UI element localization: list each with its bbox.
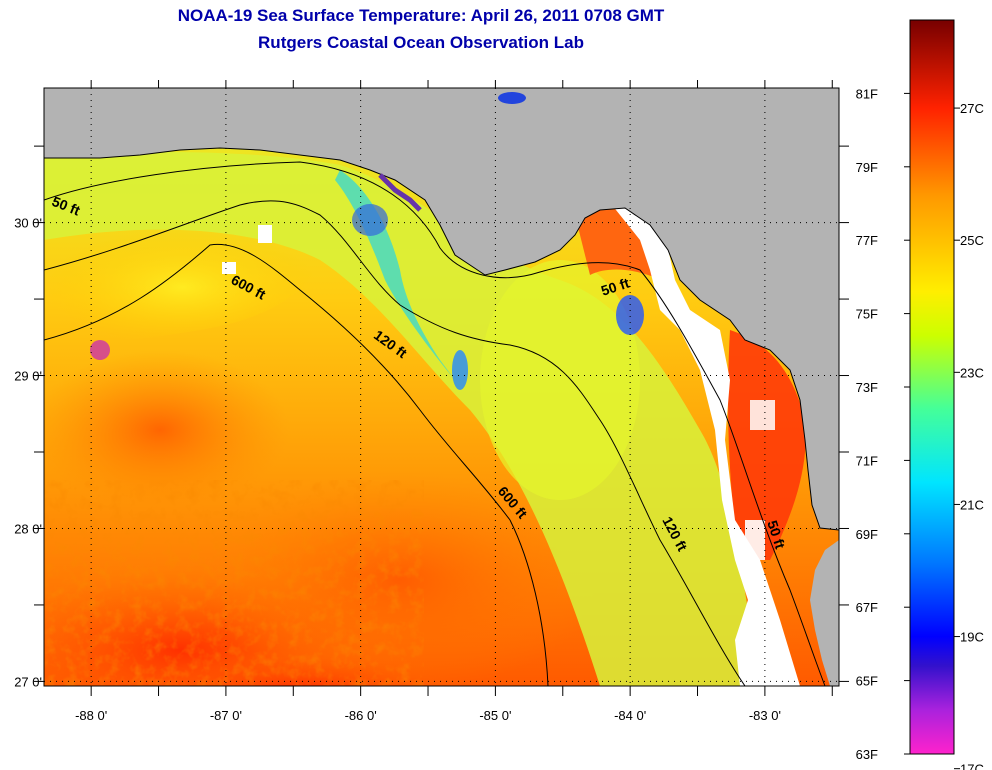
land-peninsula	[810, 540, 839, 686]
title-main: NOAA-19 Sea Surface Temperature: April 2…	[177, 6, 665, 25]
shelf-waters	[44, 152, 760, 686]
map-field	[44, 88, 839, 686]
cool-spot-1	[452, 350, 468, 390]
map-frame	[43, 87, 840, 687]
lon-tick-label-3: -85 0'	[479, 708, 511, 723]
speckle-noise	[44, 480, 424, 686]
cool-spot-3	[352, 204, 388, 236]
inland-water	[498, 92, 526, 104]
lat-tick-label-2: 28 0'	[14, 521, 42, 536]
yellow-patch-shelf	[480, 260, 640, 500]
contour-50ft	[44, 161, 826, 686]
lon-tick-label-0: -88 0'	[75, 708, 107, 723]
no-data-spot-4	[745, 520, 765, 560]
lon-tick-label-2: -86 0'	[345, 708, 377, 723]
yellow-patch-w	[44, 229, 320, 345]
coastline	[44, 147, 839, 531]
contour-600ft	[44, 243, 549, 686]
lon-tick-label-4: -84 0'	[614, 708, 646, 723]
lat-tick-label-1: 29 0'	[14, 369, 42, 384]
no-data-spot-2	[222, 262, 236, 274]
cool-spot-4	[90, 340, 110, 360]
warm-region-w	[44, 350, 290, 510]
lat-tick-label-3: 27 0'	[14, 674, 42, 689]
lat-tick-label-0: 30 0'	[14, 216, 42, 231]
no-data-spot-1	[258, 225, 272, 243]
bay-feature	[378, 173, 422, 212]
no-data-spot-3	[750, 400, 775, 430]
cool-spot-2	[616, 295, 644, 335]
lon-tick-label-1: -87 0'	[210, 708, 242, 723]
graticule	[44, 88, 839, 686]
warm-nearshore-tampa	[728, 330, 806, 560]
axis-ticks: -88 0' -87 0' -86 0' -85 0' -84 0' -83 0' 30 0…	[14, 80, 849, 723]
lon-tick-label-5: -83 0'	[749, 708, 781, 723]
title-subtitle: Rutgers Coastal Ocean Observation Lab	[258, 33, 584, 52]
no-data-nearshore	[612, 205, 800, 686]
land-mainland	[44, 88, 839, 530]
contour-120ft	[44, 200, 746, 686]
